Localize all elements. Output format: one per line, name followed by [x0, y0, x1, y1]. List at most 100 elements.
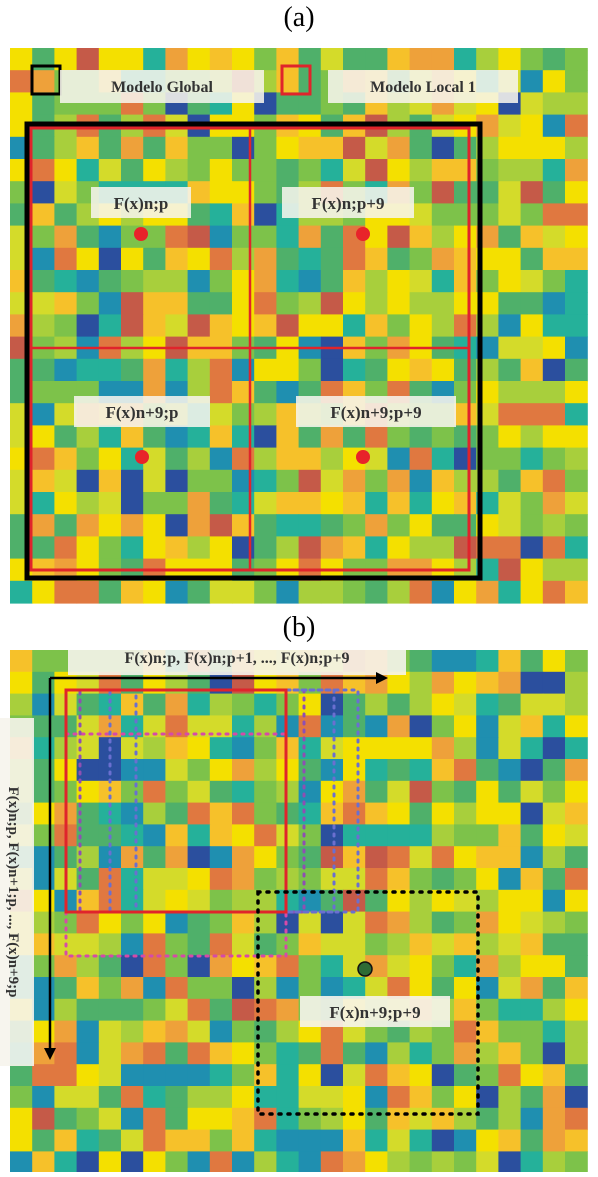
heatmap-cell — [76, 1151, 100, 1172]
heatmap-cell — [343, 469, 366, 493]
heatmap-cell — [565, 492, 588, 515]
heatmap-cell — [498, 802, 522, 825]
heatmap-cell — [98, 1107, 122, 1131]
heatmap-cell — [320, 225, 344, 249]
heatmap-cell — [232, 247, 255, 271]
heatmap-cell — [498, 136, 522, 160]
heatmap-cell — [121, 1064, 144, 1087]
heatmap-cell — [254, 247, 277, 271]
heatmap-cell — [542, 558, 566, 582]
heatmap-cell — [165, 1086, 189, 1109]
heatmap-cell — [498, 492, 522, 515]
heatmap-cell — [76, 889, 100, 913]
heatmap-cell — [520, 92, 544, 116]
heatmap-cell — [98, 425, 122, 449]
heatmap-cell — [431, 737, 455, 760]
heatmap-cell — [343, 911, 366, 934]
heatmap-cell — [542, 136, 566, 160]
heatmap-cell — [520, 469, 544, 493]
heatmap-cell — [542, 270, 566, 293]
heatmap-cell — [54, 1086, 78, 1109]
heatmap-cell — [121, 911, 144, 934]
heatmap-cell — [76, 1042, 100, 1065]
heatmap-cell — [121, 693, 144, 716]
heatmap-cell — [454, 203, 477, 227]
heatmap-cell — [365, 136, 388, 160]
heatmap-cell — [298, 1042, 322, 1065]
heatmap-cell — [365, 447, 388, 471]
heatmap-cell — [165, 846, 189, 869]
heatmap-cell — [209, 292, 233, 315]
heatmap-cell — [232, 469, 255, 493]
heatmap-cell — [165, 270, 189, 293]
heatmap-cell — [232, 270, 255, 293]
heatmap-cell — [232, 425, 255, 449]
heatmap-cell — [476, 1151, 499, 1172]
heatmap-cell — [143, 1042, 166, 1065]
heatmap-cell — [520, 1020, 544, 1043]
heatmap-cell — [476, 977, 499, 1000]
heatmap-cell — [121, 1086, 144, 1109]
heatmap-cell — [32, 759, 55, 782]
heatmap-cell — [98, 225, 122, 249]
legend-local-swatch — [280, 64, 312, 96]
heatmap-cell — [320, 1042, 344, 1065]
heatmap-cell — [431, 225, 455, 249]
heatmap-cell — [54, 580, 78, 604]
heatmap-cell — [187, 292, 211, 315]
heatmap-cell — [520, 314, 544, 338]
heatmap-cell — [32, 1107, 55, 1131]
heatmap-cell — [232, 514, 255, 537]
heatmap-cell — [454, 824, 477, 847]
heatmap-cell — [476, 693, 499, 716]
heatmap-cell — [32, 802, 55, 825]
heatmap-cell — [476, 889, 499, 913]
heatmap-cell — [32, 247, 55, 271]
heatmap-cell — [232, 933, 255, 956]
heatmap-cell — [54, 270, 78, 293]
heatmap-cell — [32, 469, 55, 493]
heatmap-cell — [387, 580, 411, 604]
heatmap-cell — [387, 358, 411, 382]
heatmap-cell — [387, 292, 411, 315]
heatmap-cell — [165, 447, 189, 471]
heatmap-cell — [209, 693, 233, 716]
heatmap-cell — [165, 358, 189, 382]
heatmap-cell — [254, 181, 277, 204]
heatmap-cell — [121, 868, 144, 891]
heatmap-cell — [232, 136, 255, 160]
heatmap-cell — [276, 977, 300, 1000]
heatmap-cell — [387, 911, 411, 934]
heatmap-cell — [76, 136, 100, 160]
heatmap-cell — [143, 1129, 166, 1152]
heatmap-cell — [498, 977, 522, 1000]
heatmap-cell — [276, 868, 300, 891]
heatmap-cell — [387, 715, 411, 738]
heatmap-cell — [498, 889, 522, 913]
heatmap-cell — [565, 802, 588, 825]
heatmap-cell — [454, 1107, 477, 1131]
heatmap-cell — [498, 650, 522, 673]
heatmap-cell — [254, 1064, 277, 1087]
heatmap-cell — [565, 1042, 588, 1065]
heatmap-cell — [165, 824, 189, 847]
heatmap-cell — [431, 802, 455, 825]
heatmap-cell — [276, 1086, 300, 1109]
heatmap-cell — [431, 693, 455, 716]
heatmap-cell — [254, 759, 277, 782]
heatmap-cell — [276, 159, 300, 182]
heatmap-cell — [431, 715, 455, 738]
heatmap-cell — [298, 225, 322, 249]
heatmap-cell — [143, 998, 166, 1022]
heatmap-cell — [209, 225, 233, 249]
heatmap-cell — [387, 1086, 411, 1109]
heatmap-cell — [121, 824, 144, 847]
heatmap-cell — [520, 270, 544, 293]
heatmap-cell — [32, 998, 55, 1022]
heatmap-cell — [298, 868, 322, 891]
heatmap-cell — [498, 514, 522, 537]
heatmap-cell — [98, 1151, 122, 1172]
heatmap-cell — [143, 1064, 166, 1087]
heatmap-cell — [121, 1129, 144, 1152]
heatmap-cell — [76, 824, 100, 847]
